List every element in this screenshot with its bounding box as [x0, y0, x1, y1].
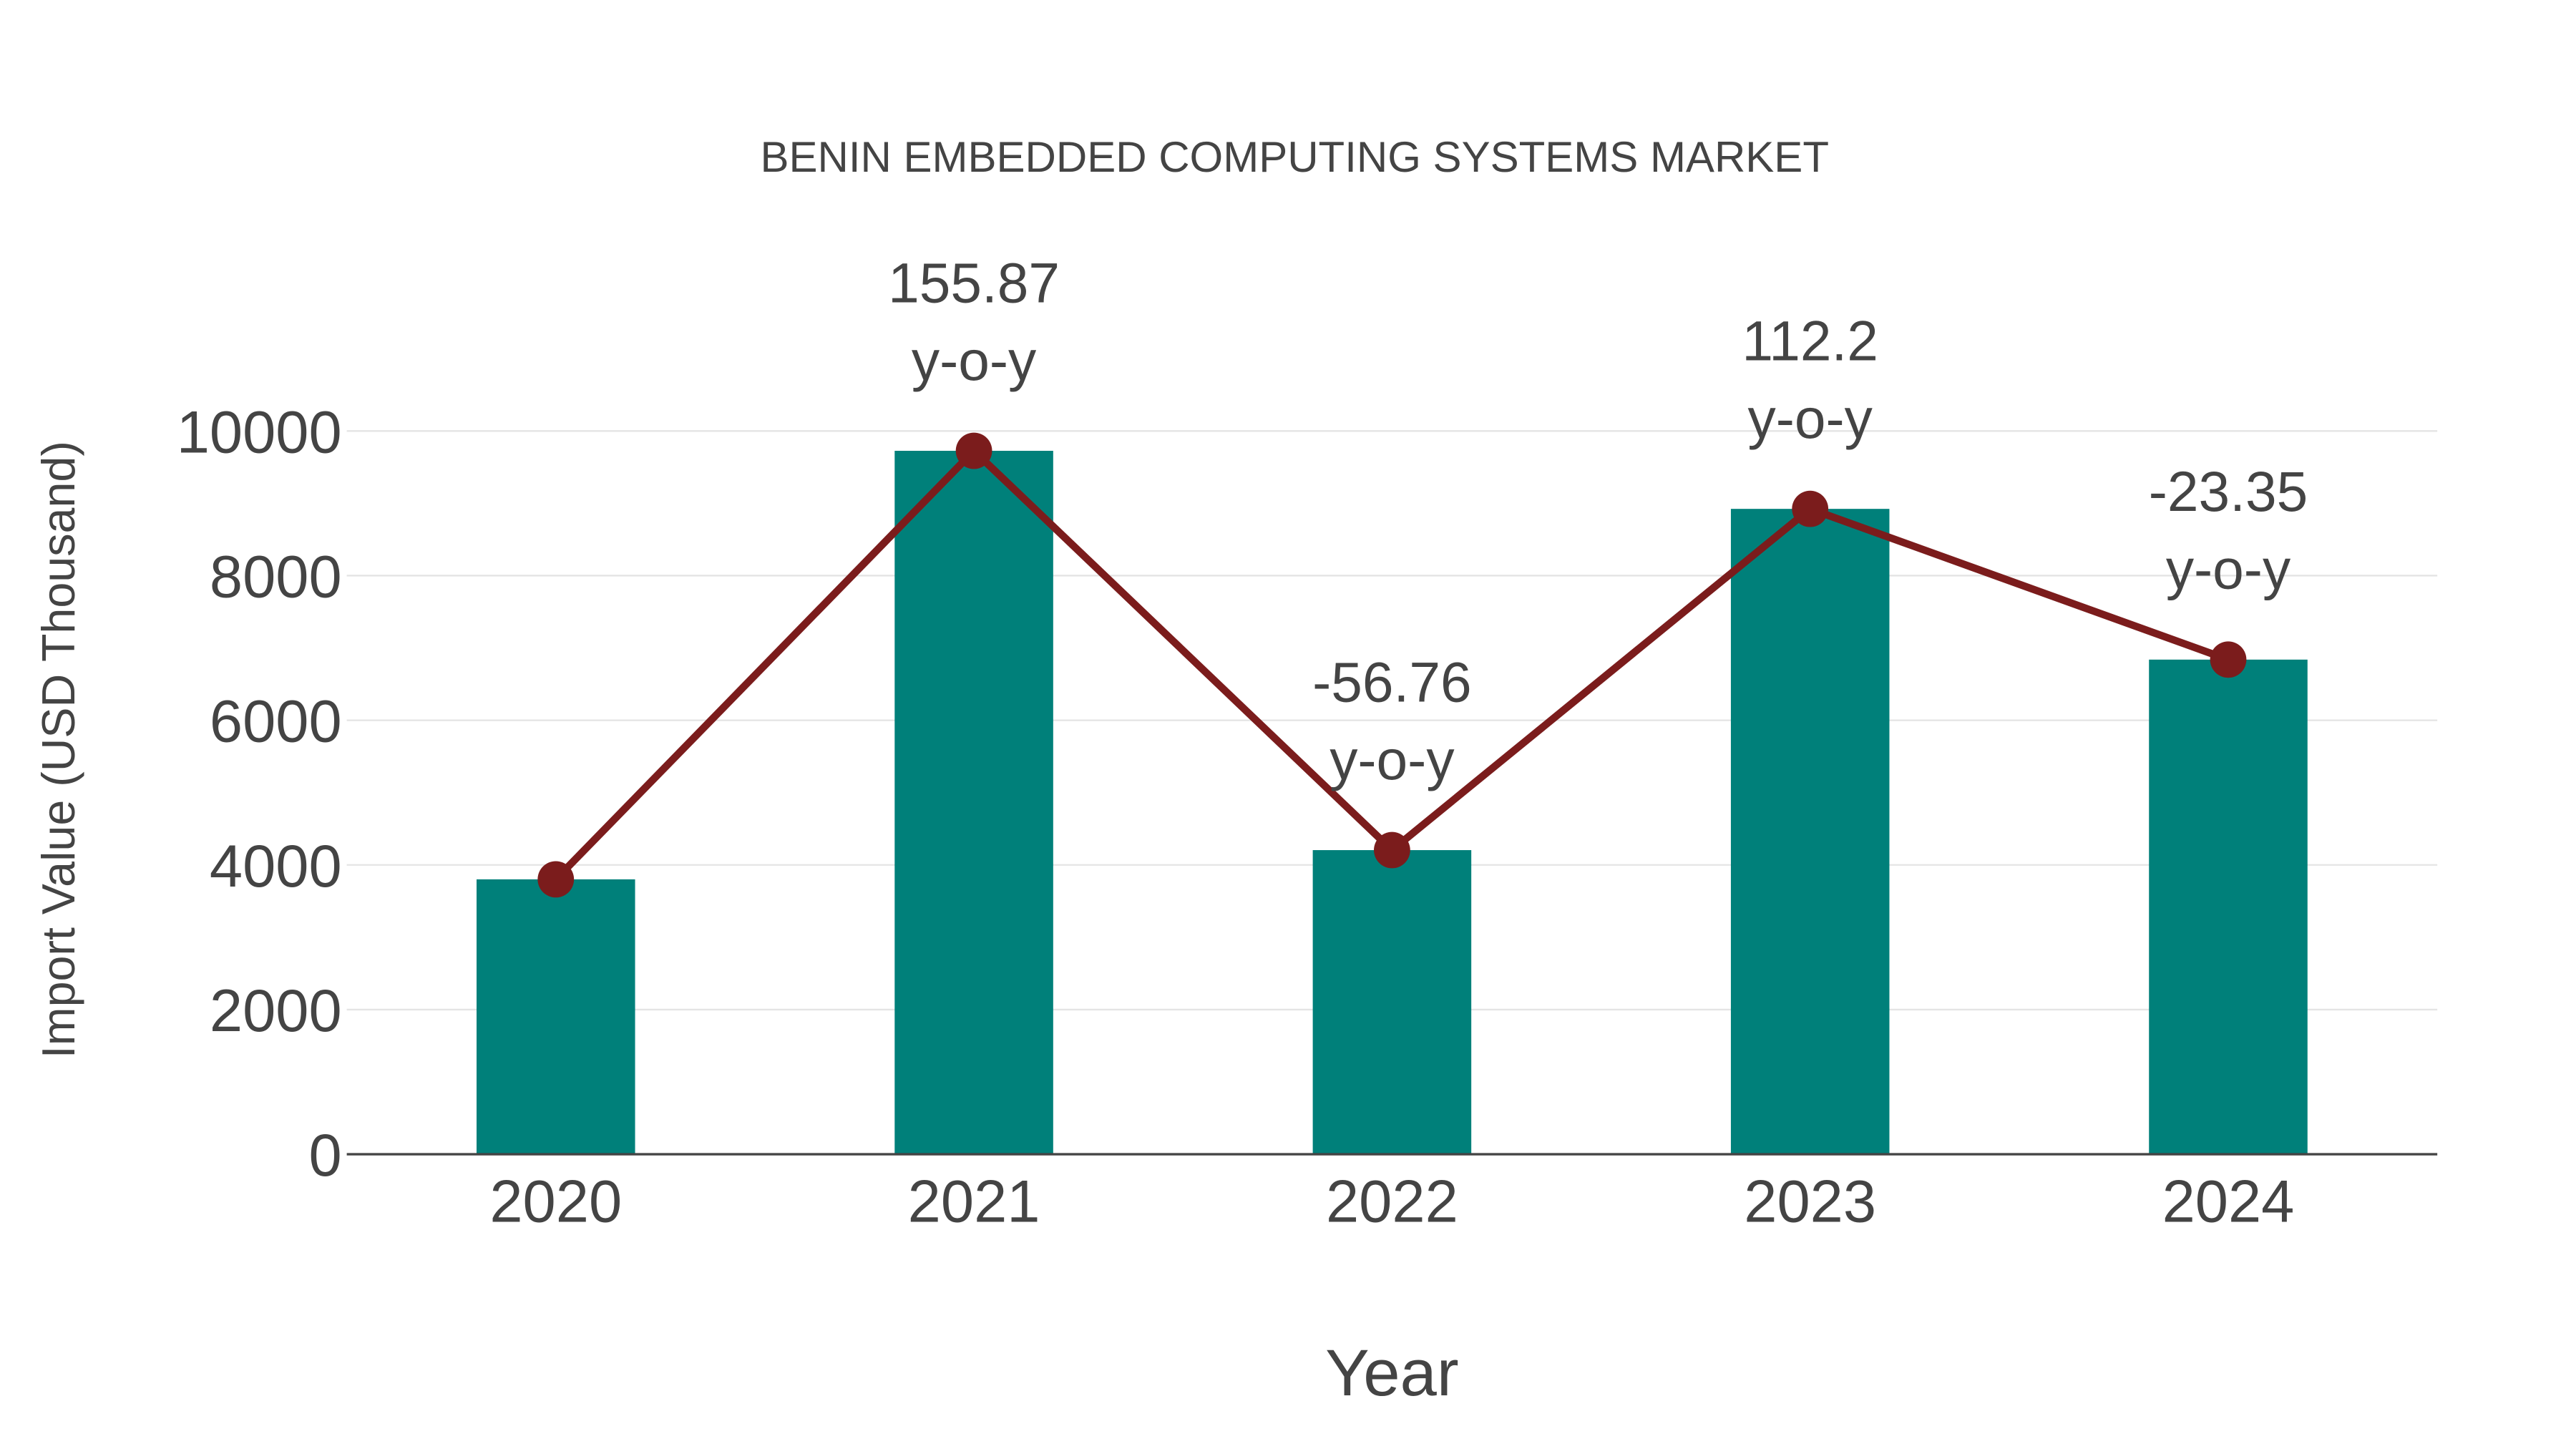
trend-point-2020 — [537, 861, 575, 898]
y-tick-label: 0 — [308, 1122, 341, 1189]
annotation-suffix: y-o-y — [2166, 538, 2291, 601]
bar-2022 — [1312, 850, 1472, 1155]
y-axis-title: Import Value (USD Thousand) — [33, 441, 84, 1058]
annotation-value: -23.35 — [2149, 460, 2308, 523]
trend-point-2024 — [2210, 641, 2247, 678]
x-axis-title: Year — [1325, 1335, 1458, 1410]
x-tick-label: 2023 — [1744, 1169, 1876, 1235]
bars — [477, 451, 2308, 1155]
y-tick-label: 6000 — [210, 688, 342, 755]
x-tick-label: 2021 — [908, 1169, 1040, 1235]
annotation-value: 112.2 — [1742, 309, 1878, 372]
trend-point-2023 — [1792, 490, 1829, 527]
gridlines — [346, 430, 2438, 1011]
y-tick-label: 10000 — [177, 399, 342, 465]
trend-line — [537, 432, 2247, 898]
y-tick-label: 4000 — [210, 833, 342, 899]
annotation-value: -56.76 — [1312, 650, 1471, 713]
trend-point-2022 — [1374, 831, 1410, 869]
bar-2021 — [894, 451, 1053, 1155]
x-tick-label: 2022 — [1326, 1169, 1458, 1235]
annotation-value: 155.87 — [888, 251, 1060, 314]
y-tick-label: 2000 — [210, 977, 342, 1044]
bar-2023 — [1730, 509, 1890, 1155]
bar-2024 — [2149, 659, 2308, 1155]
y-tick-labels: 0 2000 4000 6000 8000 10000 — [177, 399, 342, 1189]
x-tick-labels: 2020 2021 2022 2023 2024 — [489, 1169, 2294, 1235]
annotation-suffix: y-o-y — [912, 329, 1037, 392]
chart-title: BENIN EMBEDDED COMPUTING SYSTEMS MARKET — [760, 133, 1829, 181]
bar-2020 — [477, 879, 635, 1155]
x-tick-label: 2024 — [2162, 1169, 2295, 1235]
trend-point-2021 — [955, 432, 992, 469]
annotation-suffix: y-o-y — [1748, 387, 1873, 450]
annotation-suffix: y-o-y — [1330, 728, 1455, 791]
annotations: 155.87 y-o-y -56.76 y-o-y 112.2 y-o-y -23.35 y-… — [888, 251, 2308, 791]
x-tick-label: 2020 — [489, 1169, 622, 1235]
y-tick-label: 8000 — [210, 543, 342, 610]
